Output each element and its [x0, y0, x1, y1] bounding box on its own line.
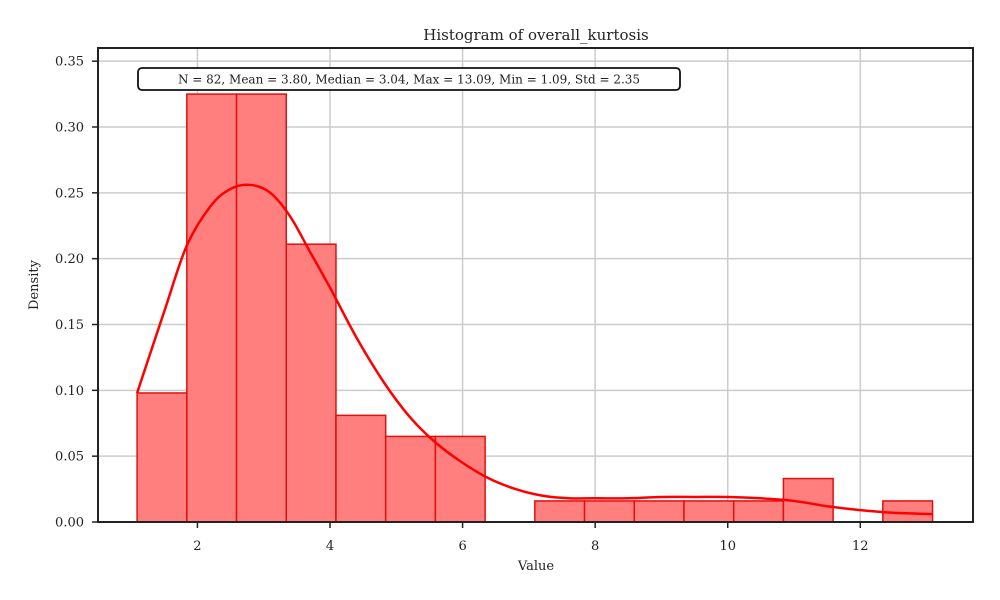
chart-title: Histogram of overall_kurtosis: [423, 26, 648, 44]
x-tick-label-3: 8: [591, 539, 599, 554]
histogram-bar-0: [136, 392, 188, 523]
plot-frame: [97, 47, 974, 523]
histogram-bar-11: [683, 500, 735, 523]
histogram-bar-8: [534, 500, 586, 523]
x-tick-label-4: 10: [719, 539, 736, 554]
histogram-bar-1: [186, 93, 238, 523]
x-tick-label-5: 12: [852, 539, 869, 554]
stats-box-border: [137, 67, 681, 91]
y-tick-label-6: 0.30: [55, 121, 84, 136]
y-tick-label-7: 0.35: [55, 55, 84, 70]
y-tick-label-3: 0.15: [55, 318, 84, 333]
x-axis-ticks: 2 4 6 8 10 12: [193, 522, 869, 554]
x-axis-label: Value: [517, 559, 554, 574]
histogram-bar-3: [285, 243, 337, 523]
y-tick-label-5: 0.25: [55, 186, 84, 201]
y-tick-label-2: 0.10: [55, 384, 84, 399]
x-tick-label-1: 4: [326, 539, 334, 554]
y-tick-label-1: 0.05: [55, 450, 84, 465]
histogram-bar-12: [732, 500, 785, 523]
kde-curve: [135, 183, 933, 516]
stats-box: N = 82, Mean = 3.80, Median = 3.04, Max …: [137, 67, 681, 91]
histogram-bar-10: [633, 500, 685, 523]
stats-text: N = 82, Mean = 3.80, Median = 3.04, Max …: [178, 73, 640, 87]
y-axis-ticks: 0.00 0.05 0.10 0.15 0.20 0.25 0.30 0.35: [55, 55, 98, 531]
histogram-bar-6: [434, 435, 486, 523]
histogram-bars: [136, 93, 934, 523]
histogram-bar-5: [384, 435, 437, 523]
histogram-bar-2: [235, 93, 288, 523]
histogram-bar-9: [583, 500, 636, 523]
y-tick-label-0: 0.00: [55, 516, 84, 531]
histogram-bar-4: [335, 414, 387, 523]
y-tick-label-4: 0.20: [55, 252, 84, 267]
x-tick-label-0: 2: [193, 539, 201, 554]
y-axis-label: Density: [27, 259, 42, 310]
x-tick-label-2: 6: [458, 539, 466, 554]
